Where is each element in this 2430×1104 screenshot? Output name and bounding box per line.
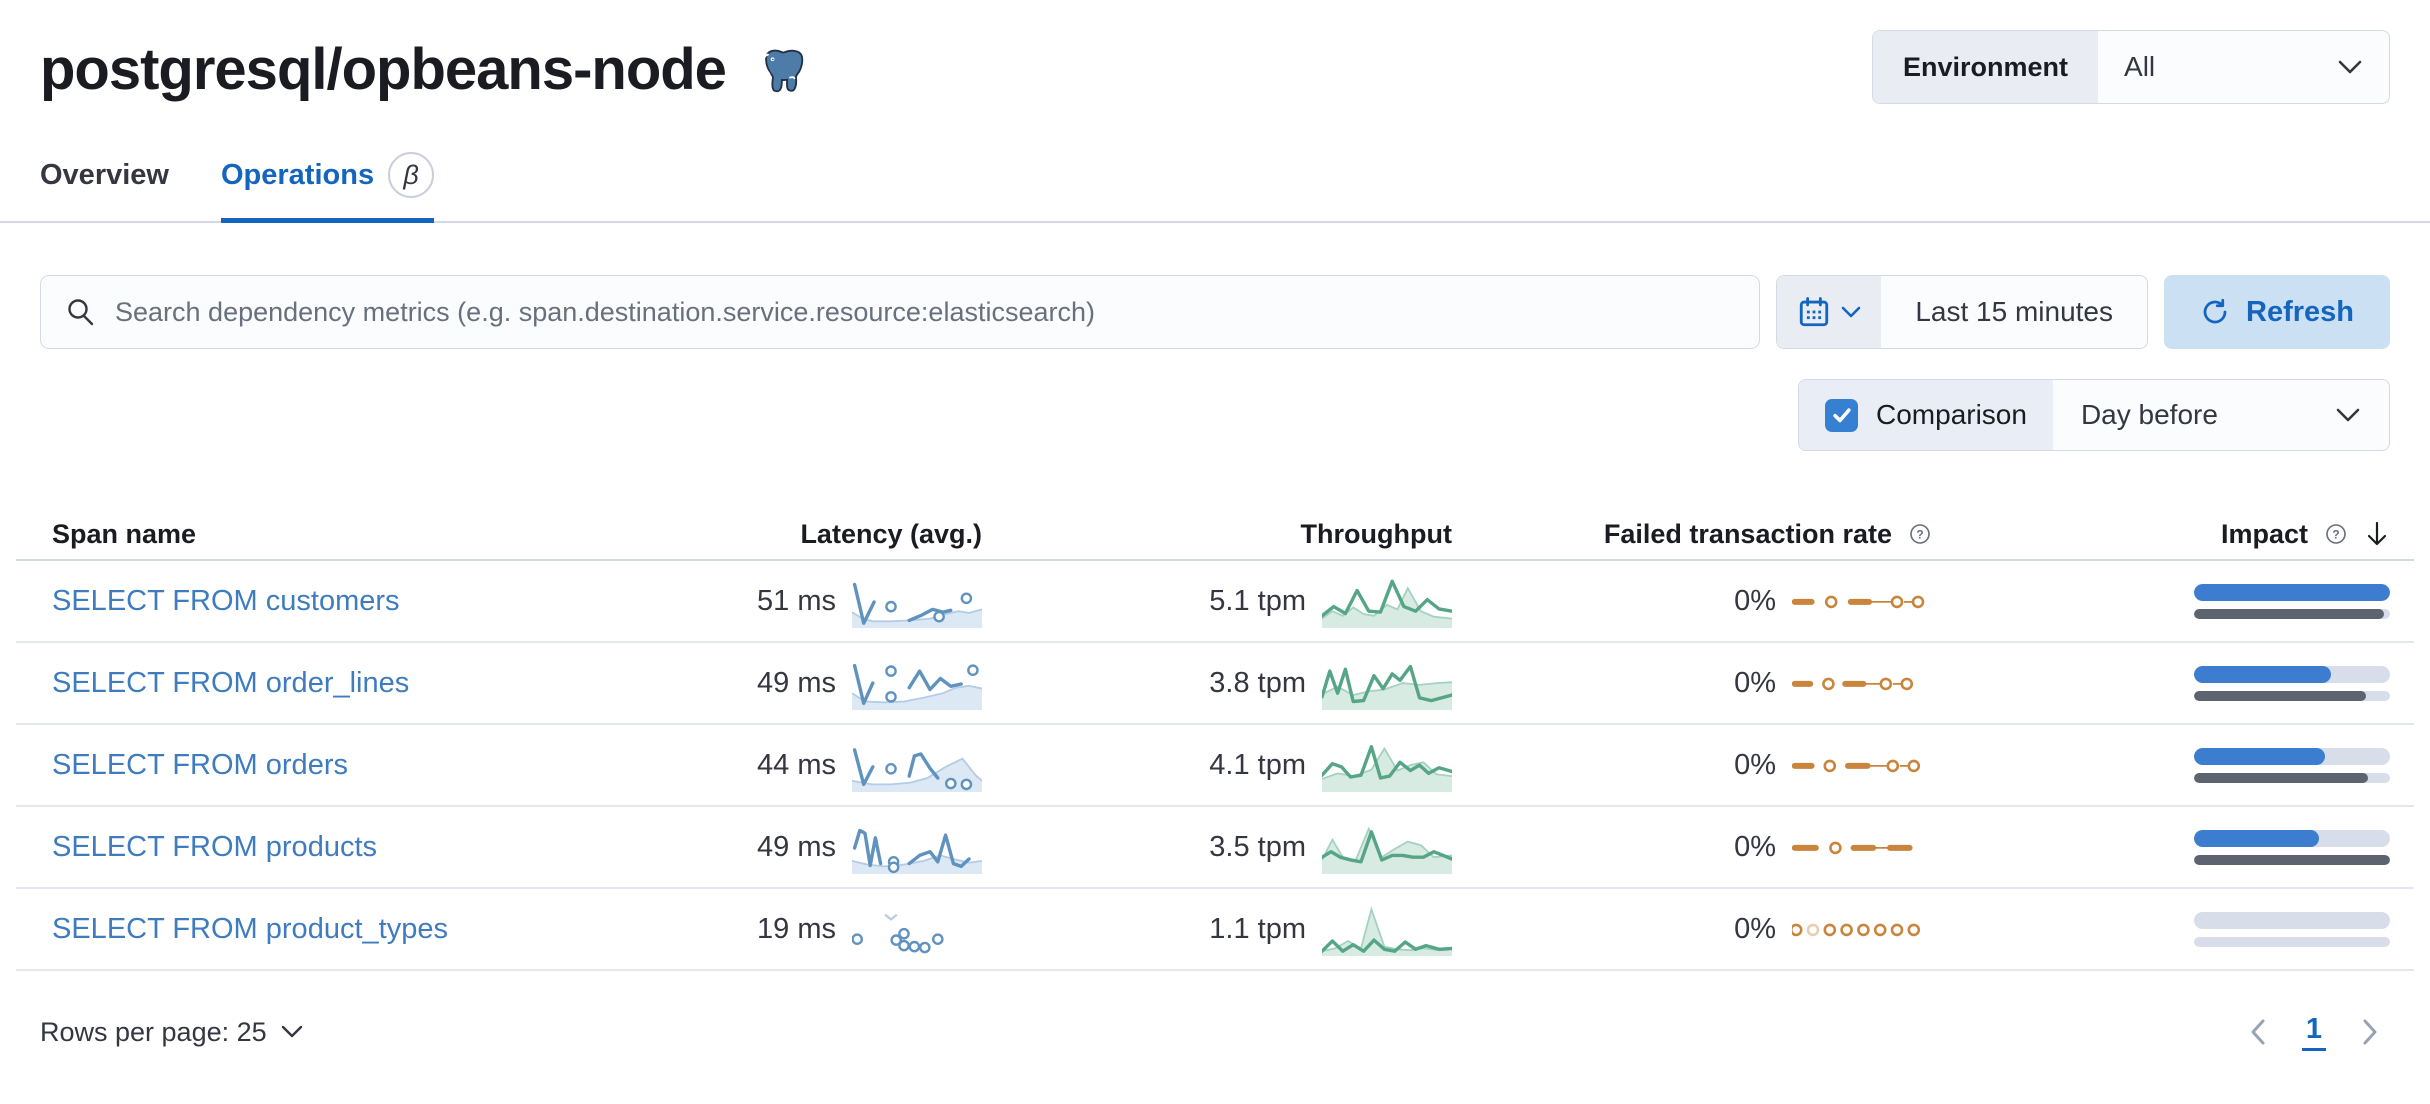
search-icon [65,296,97,328]
date-picker: Last 15 minutes [1776,275,2148,349]
apm-dependency-operations-page: postgresql/opbeans-node Environment All [0,26,2430,1051]
search-box [40,275,1761,349]
table-row: SELECT FROM order_lines 49 ms 3.8 tpm 0% [16,643,2414,725]
failed-rate-sparkline [1792,907,1932,951]
help-icon[interactable]: ? [1908,522,1932,546]
latency-value: 44 ms [757,748,836,781]
throughput-sparkline [1322,656,1452,710]
failed-rate-value: 0% [1734,666,1776,699]
throughput-value: 4.1 tpm [1209,748,1306,781]
failed-rate-sparkline [1792,579,1932,623]
refresh-button[interactable]: Refresh [2164,275,2390,349]
latency-sparkline [852,574,982,628]
search-input[interactable] [115,296,1736,328]
environment-select[interactable]: Environment All [1872,30,2390,104]
tab-operations[interactable]: Operations β [220,152,435,223]
chevron-down-icon [281,1025,303,1039]
sort-descending-icon [2364,520,2390,548]
chevron-down-icon [1841,306,1861,319]
previous-page-icon[interactable] [2248,1017,2268,1047]
failed-rate-sparkline [1792,743,1932,787]
comparison-control: Comparison Day before [1798,379,2390,451]
impact-bars [2194,665,2390,701]
failed-rate-value: 0% [1734,912,1776,945]
time-range-button[interactable]: Last 15 minutes [1915,296,2113,327]
operations-table: Span name Latency (avg.) Throughput Fail… [16,509,2414,971]
latency-value: 51 ms [757,584,836,617]
col-header-latency[interactable]: Latency (avg.) [800,518,982,549]
impact-bars [2194,911,2390,947]
throughput-sparkline [1322,820,1452,874]
next-page-icon[interactable] [2360,1017,2380,1047]
latency-value: 49 ms [757,830,836,863]
span-name-link[interactable]: SELECT FROM customers [52,584,400,617]
page-number-1[interactable]: 1 [2301,1013,2326,1051]
help-icon[interactable]: ? [2324,522,2348,546]
pagination: 1 [2248,1013,2390,1051]
table-row: SELECT FROM product_types 19 ms 1.1 tpm … [16,889,2414,971]
throughput-value: 3.8 tpm [1209,666,1306,699]
page-header: postgresql/opbeans-node Environment All [40,26,2390,104]
throughput-value: 1.1 tpm [1209,912,1306,945]
chevron-down-icon [2337,59,2363,75]
span-name-link[interactable]: SELECT FROM order_lines [52,666,410,699]
throughput-sparkline [1322,738,1452,792]
failed-rate-value: 0% [1734,584,1776,617]
postgresql-elephant-icon [752,43,806,97]
table-row: SELECT FROM products 49 ms 3.5 tpm 0% [16,807,2414,889]
latency-value: 49 ms [757,666,836,699]
chevron-down-icon [2335,407,2361,423]
environment-label: Environment [1873,31,2099,103]
span-name-link[interactable]: SELECT FROM products [52,830,378,863]
latency-sparkline [852,738,982,792]
latency-value: 19 ms [757,912,836,945]
table-row: SELECT FROM orders 44 ms 4.1 tpm 0% [16,725,2414,807]
comparison-checkbox[interactable] [1825,398,1858,432]
latency-sparkline [852,820,982,874]
calendar-icon [1797,295,1831,329]
table-header-row: Span name Latency (avg.) Throughput Fail… [16,509,2414,561]
failed-rate-sparkline [1792,825,1932,869]
table-row: SELECT FROM customers 51 ms 5.1 tpm 0% [16,561,2414,643]
col-header-failed-rate[interactable]: Failed transaction rate ? [1464,519,1944,550]
latency-sparkline [852,902,982,956]
span-name-link[interactable]: SELECT FROM orders [52,748,348,781]
col-header-impact[interactable]: Impact ? [1944,519,2414,550]
svg-text:?: ? [1916,528,1923,542]
impact-bars [2194,747,2390,783]
comparison-select[interactable]: Day before [2053,380,2389,450]
impact-bars [2194,583,2390,619]
tab-overview[interactable]: Overview [40,158,169,191]
toolbar: Last 15 minutes Refresh [40,275,2390,349]
span-name-link[interactable]: SELECT FROM product_types [52,912,448,945]
refresh-icon [2200,297,2230,327]
col-header-span-name: Span name [52,518,197,549]
throughput-sparkline [1322,902,1452,956]
throughput-sparkline [1322,574,1452,628]
throughput-value: 3.5 tpm [1209,830,1306,863]
rows-per-page-button[interactable]: Rows per page: 25 [40,1017,303,1048]
col-header-throughput[interactable]: Throughput [1300,518,1452,549]
throughput-value: 5.1 tpm [1209,584,1306,617]
latency-sparkline [852,656,982,710]
comparison-label: Comparison [1876,399,2027,430]
date-picker-calendar-button[interactable] [1777,276,1882,348]
tabs-bar: Overview Operations β [0,152,2430,223]
beta-badge: β [388,152,435,198]
environment-value: All [2124,51,2156,82]
failed-rate-sparkline [1792,661,1932,705]
svg-text:?: ? [2332,528,2339,542]
impact-bars [2194,829,2390,865]
page-title: postgresql/opbeans-node [40,37,727,102]
failed-rate-value: 0% [1734,748,1776,781]
table-footer: Rows per page: 25 1 [40,1013,2390,1051]
failed-rate-value: 0% [1734,830,1776,863]
